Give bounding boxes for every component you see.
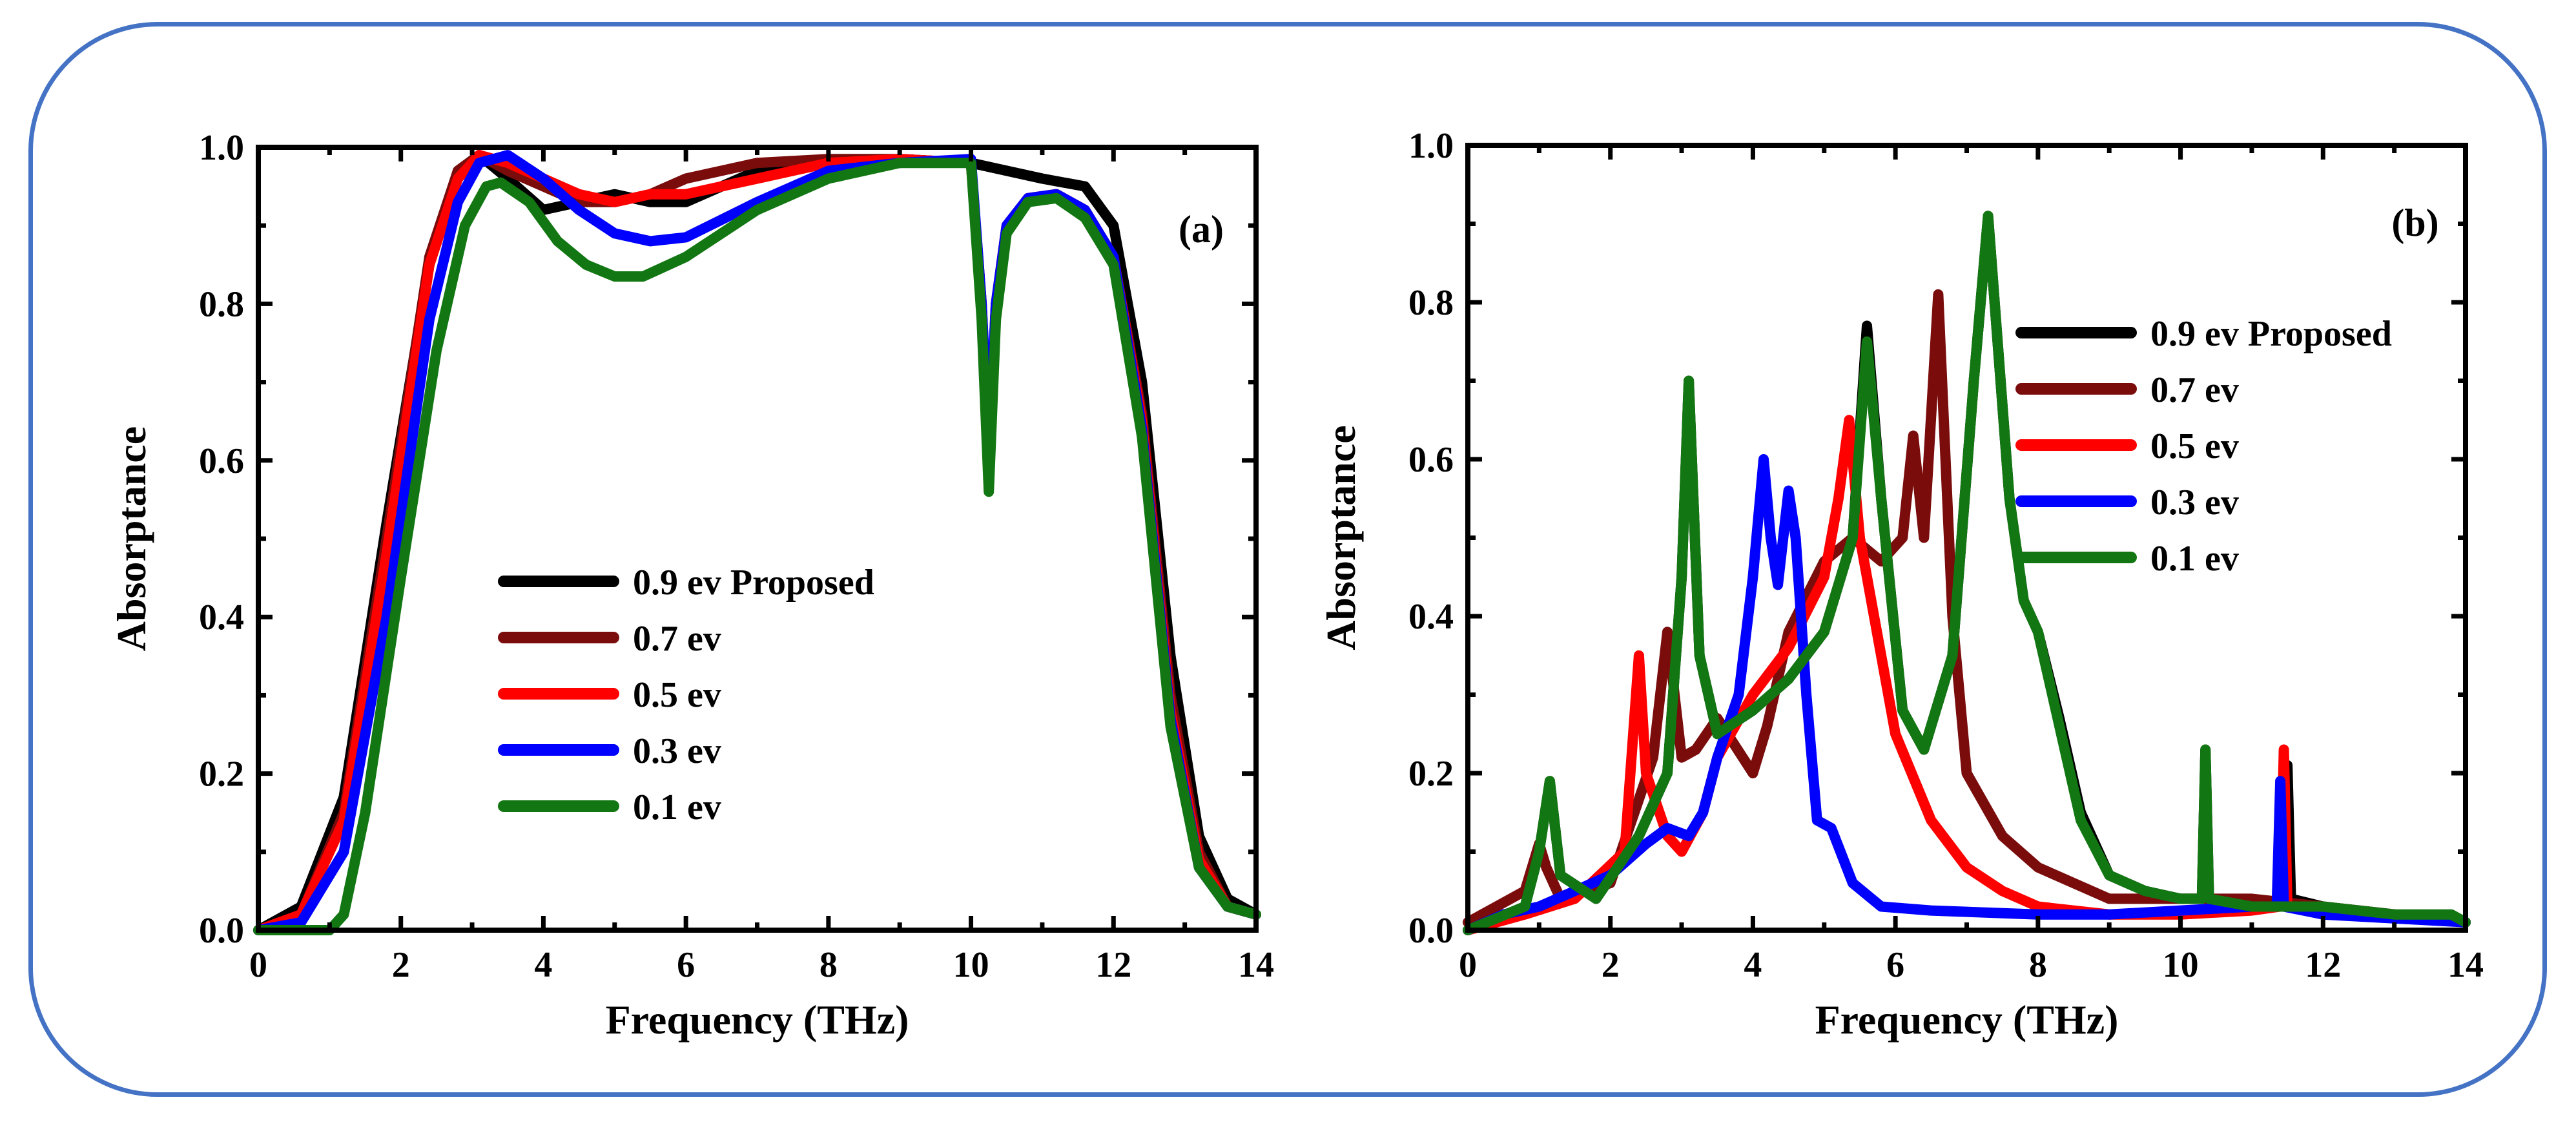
x-tick-label: 6 <box>677 945 695 985</box>
legend-label: 0.1 ev <box>2150 539 2239 579</box>
x-tick-label: 0 <box>1459 945 1477 985</box>
y-tick-label: 1.0 <box>1408 126 1454 166</box>
x-tick-label: 6 <box>1886 945 1904 985</box>
legend-label: 0.3 ev <box>633 731 721 771</box>
x-tick-label: 14 <box>1238 945 1274 985</box>
x-tick-label: 12 <box>2305 945 2341 985</box>
legend-label: 0.5 ev <box>633 675 721 715</box>
y-tick-label: 0.2 <box>1408 754 1454 794</box>
legend-label: 0.3 ev <box>2150 483 2239 523</box>
x-tick-label: 0 <box>249 945 267 985</box>
legend-label: 0.5 ev <box>2150 426 2239 466</box>
x-tick-label: 2 <box>392 945 410 985</box>
x-tick-label: 4 <box>534 945 552 985</box>
y-tick-label: 1.0 <box>199 128 244 168</box>
y-tick-label: 0.0 <box>199 911 244 951</box>
x-tick-label: 14 <box>2447 945 2484 985</box>
y-tick-label: 0.0 <box>1408 911 1454 951</box>
y-tick-label: 0.8 <box>1408 283 1454 323</box>
y-tick-label: 0.6 <box>1408 440 1454 480</box>
x-axis-title: Frequency (THz) <box>1815 997 2119 1043</box>
x-tick-label: 12 <box>1095 945 1131 985</box>
y-axis-title: Absorptance <box>1318 425 1364 650</box>
y-tick-label: 0.8 <box>199 284 244 324</box>
x-tick-label: 10 <box>2163 945 2199 985</box>
series-line-4 <box>253 158 1261 935</box>
y-tick-label: 0.6 <box>199 441 244 481</box>
x-tick-label: 4 <box>1744 945 1762 985</box>
legend-label: 0.7 ev <box>633 619 721 659</box>
series-line-4 <box>1463 211 2471 935</box>
y-axis-title: Absorptance <box>108 426 154 651</box>
x-axis-title: Frequency (THz) <box>606 997 909 1043</box>
x-tick-label: 2 <box>1602 945 1620 985</box>
y-tick-label: 0.4 <box>1408 597 1454 637</box>
y-tick-label: 0.4 <box>199 597 244 638</box>
legend-label: 0.9 ev Proposed <box>2150 314 2392 354</box>
legend-label: 0.9 ev Proposed <box>633 563 874 603</box>
panel-label: (a) <box>1179 208 1224 251</box>
x-tick-label: 8 <box>2029 945 2047 985</box>
y-tick-label: 0.2 <box>199 754 244 795</box>
legend-label: 0.1 ev <box>633 787 721 827</box>
legend-label: 0.7 ev <box>2150 370 2239 410</box>
series-line-1 <box>1463 289 2471 928</box>
x-tick-label: 8 <box>819 945 838 985</box>
x-tick-label: 10 <box>953 945 989 985</box>
panel-label: (b) <box>2391 202 2438 244</box>
